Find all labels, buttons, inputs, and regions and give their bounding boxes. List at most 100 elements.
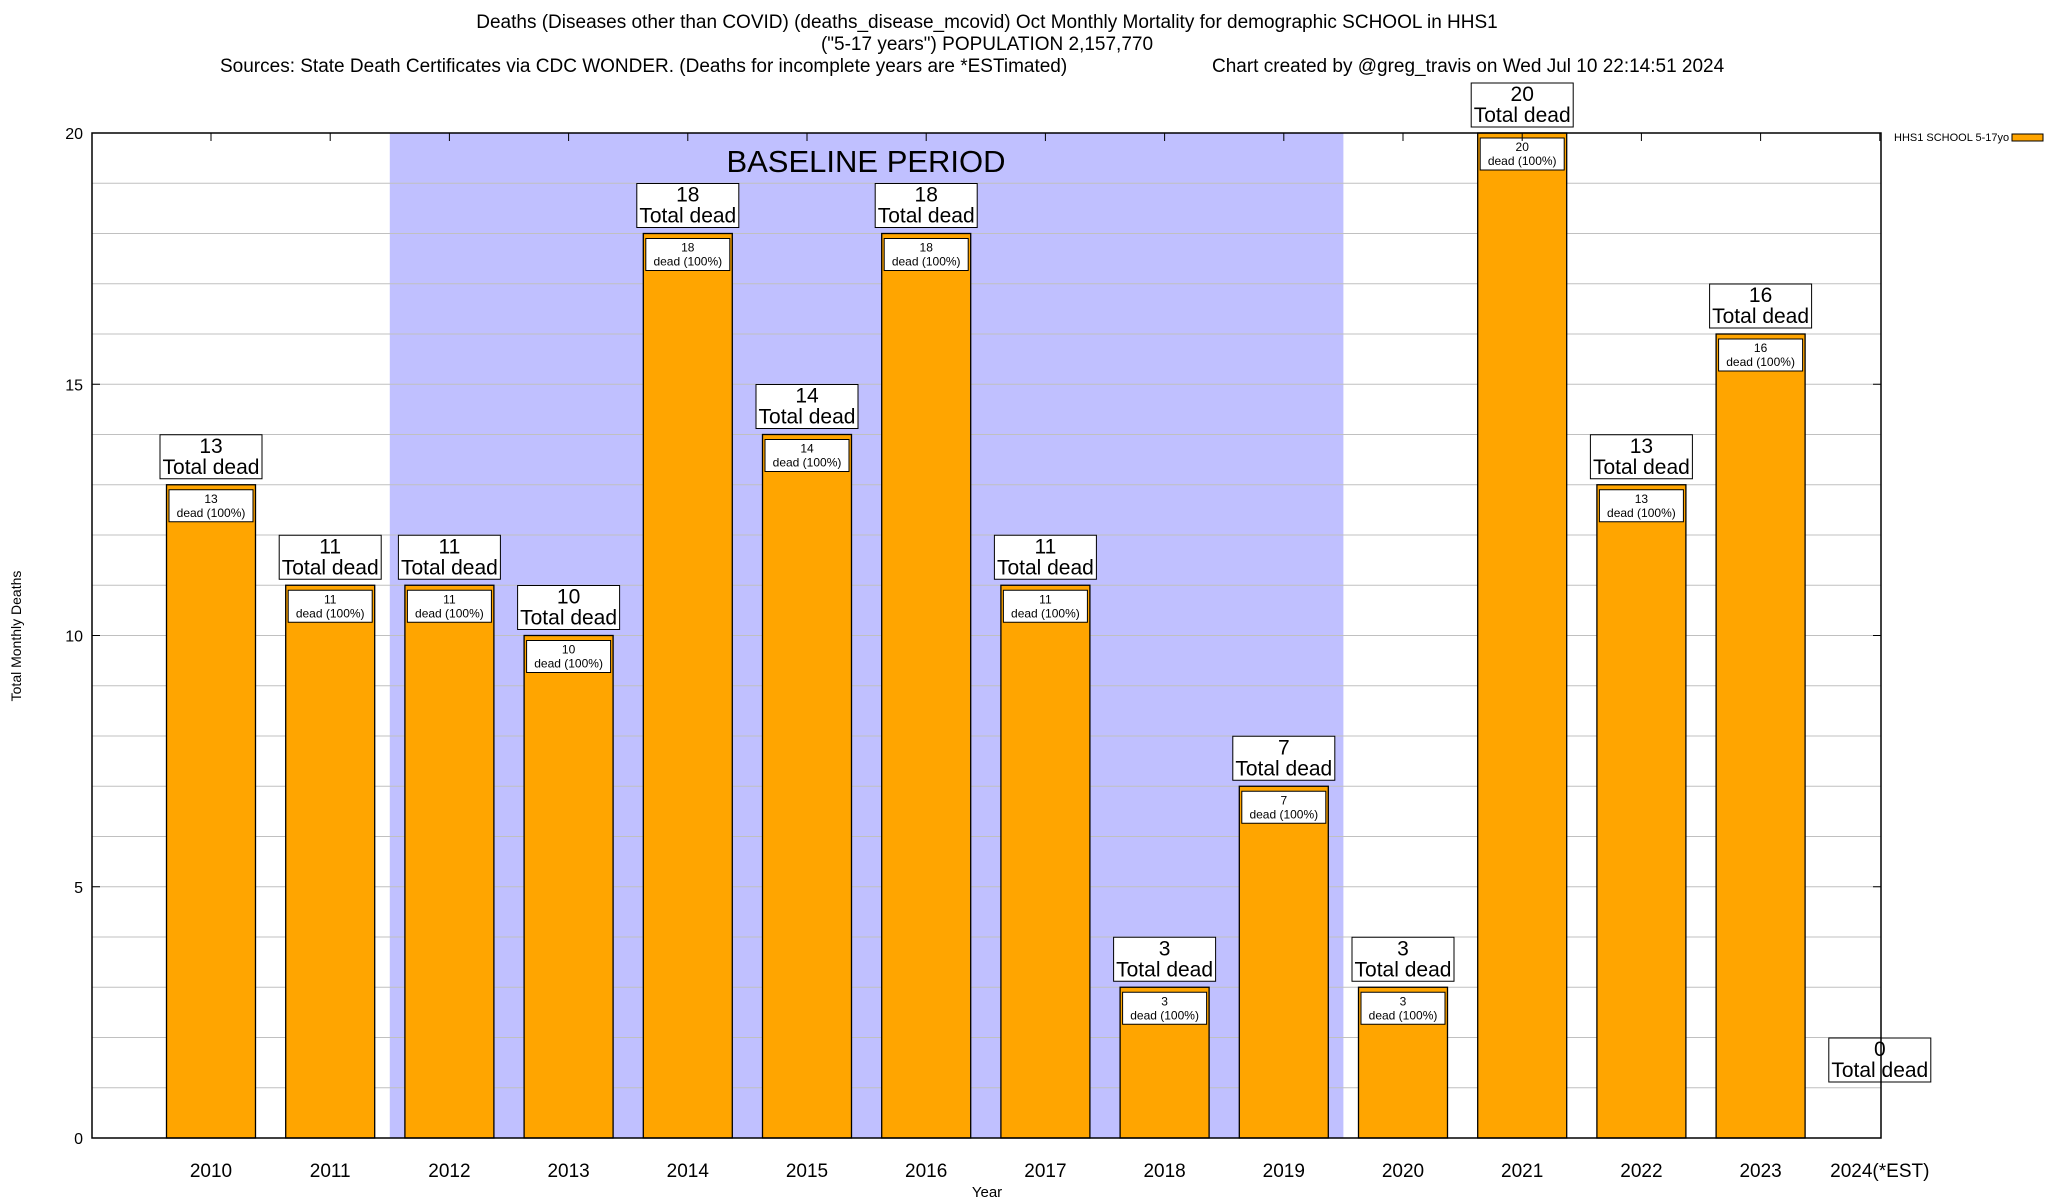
x-tick-label: 2020 (1382, 1161, 1424, 1182)
total-value-label: 11 (438, 535, 460, 558)
total-dead-label: Total dead (282, 556, 379, 579)
inner-label-box (1360, 991, 1446, 1025)
inner-value-label: 18 (681, 241, 695, 255)
bar-2022 (1596, 484, 1687, 1139)
inner-dead-label: dead (100%) (1488, 154, 1557, 168)
total-label-box (1113, 936, 1217, 982)
y-tick-label: 15 (65, 377, 83, 394)
inner-value-label: 11 (1039, 592, 1052, 606)
inner-value-label: 14 (800, 442, 814, 456)
inner-dead-label: dead (100%) (296, 606, 365, 620)
x-axis-label: Year (972, 1184, 1002, 1200)
inner-label-box (1718, 338, 1804, 372)
x-tick-label: 2019 (1263, 1161, 1305, 1182)
x-tick-label: 2017 (1024, 1161, 1066, 1182)
y-tick-label: 5 (74, 880, 83, 897)
total-label-box (397, 534, 501, 580)
x-tick-label: 2016 (905, 1161, 947, 1182)
legend-label: HHS1 SCHOOL 5-17yo (1894, 132, 2009, 144)
bar-2011 (285, 584, 376, 1139)
inner-dead-label: dead (100%) (1726, 355, 1795, 369)
total-value-label: 3 (1159, 937, 1171, 960)
inner-value-label: 7 (1280, 793, 1287, 807)
inner-dead-label: dead (100%) (1369, 1008, 1438, 1022)
total-value-label: 13 (1630, 435, 1653, 458)
legend: HHS1 SCHOOL 5-17yo (1894, 132, 2044, 144)
x-tick-label: 2014 (667, 1161, 710, 1182)
total-label-box (517, 585, 621, 630)
bar-2010 (165, 484, 257, 1139)
total-dead-label: Total dead (1474, 104, 1571, 127)
inner-dead-label: dead (100%) (534, 657, 603, 671)
total-value-label: 18 (915, 184, 938, 207)
inner-dead-label: dead (100%) (177, 506, 246, 520)
inner-dead-label: dead (100%) (1130, 1008, 1199, 1022)
x-tick-label: 2012 (428, 1161, 470, 1182)
y-tick-label: 10 (65, 629, 83, 646)
inner-value-label: 11 (324, 592, 337, 606)
total-label-box (1709, 283, 1813, 329)
inner-label-box (645, 238, 731, 271)
y-tick-label: 20 (65, 126, 83, 143)
inner-value-label: 13 (1635, 492, 1649, 506)
inner-label-box (764, 439, 850, 472)
total-label-box (159, 434, 263, 480)
bar-2014 (642, 232, 733, 1139)
total-dead-label: Total dead (639, 205, 736, 228)
x-tick-label: 2022 (1620, 1161, 1662, 1182)
inner-value-label: 10 (562, 643, 576, 657)
total-value-label: 16 (1749, 284, 1772, 307)
inner-label-box (287, 589, 373, 623)
total-label-box (1232, 735, 1336, 781)
total-label-box (1589, 434, 1693, 480)
total-value-label: 3 (1397, 937, 1409, 960)
inner-value-label: 18 (920, 241, 934, 255)
inner-label-box (1002, 589, 1088, 623)
total-value-label: 13 (199, 435, 222, 458)
x-tick-label: 2018 (1143, 1161, 1185, 1182)
total-value-label: 18 (676, 184, 699, 207)
total-dead-label: Total dead (1593, 456, 1690, 479)
total-value-label: 0 (1874, 1038, 1886, 1061)
inner-label-box (168, 489, 254, 523)
inner-dead-label: dead (100%) (1249, 807, 1318, 821)
total-dead-label: Total dead (1235, 757, 1332, 780)
baseline-label: BASELINE PERIOD (726, 144, 1005, 179)
inner-label-box (406, 589, 492, 623)
legend-swatch (2011, 133, 2044, 142)
inner-label-box (1598, 489, 1684, 523)
total-label-box (874, 183, 978, 228)
total-label-box (278, 534, 382, 580)
total-dead-label: Total dead (163, 456, 260, 479)
inner-value-label: 11 (443, 592, 456, 606)
total-dead-label: Total dead (1116, 958, 1213, 981)
x-tick-label: 2013 (547, 1161, 589, 1182)
bar-2021 (1477, 132, 1568, 1139)
y-axis-label: Total Monthly Deaths (8, 571, 24, 702)
x-tick-label: 2024(*EST) (1830, 1161, 1929, 1182)
bar-2016 (881, 232, 972, 1139)
total-value-label: 11 (319, 535, 341, 558)
total-value-label: 20 (1511, 83, 1534, 106)
x-tick-label: 2021 (1501, 1161, 1543, 1182)
x-tick-label: 2010 (190, 1161, 232, 1182)
total-dead-label: Total dead (878, 205, 975, 228)
total-value-label: 7 (1278, 736, 1290, 759)
inner-dead-label: dead (100%) (892, 255, 961, 269)
total-dead-label: Total dead (520, 607, 617, 630)
total-label-box (636, 183, 740, 228)
inner-label-box (1241, 790, 1327, 824)
chart-title-line-2: ("5-17 years") POPULATION 2,157,770 (821, 34, 1153, 55)
bar-2013 (523, 634, 614, 1139)
total-dead-label: Total dead (1712, 305, 1809, 328)
inner-dead-label: dead (100%) (653, 255, 722, 269)
bar-2023 (1715, 333, 1806, 1139)
inner-value-label: 20 (1516, 140, 1530, 154)
chart-title-line-1: Deaths (Diseases other than COVID) (deat… (476, 12, 1497, 33)
inner-label-box (526, 640, 612, 673)
total-label-box (993, 534, 1097, 580)
total-dead-label: Total dead (1355, 958, 1452, 981)
total-label-box (1828, 1037, 1932, 1083)
total-label-box (1470, 82, 1574, 128)
x-tick-label: 2023 (1739, 1161, 1781, 1182)
